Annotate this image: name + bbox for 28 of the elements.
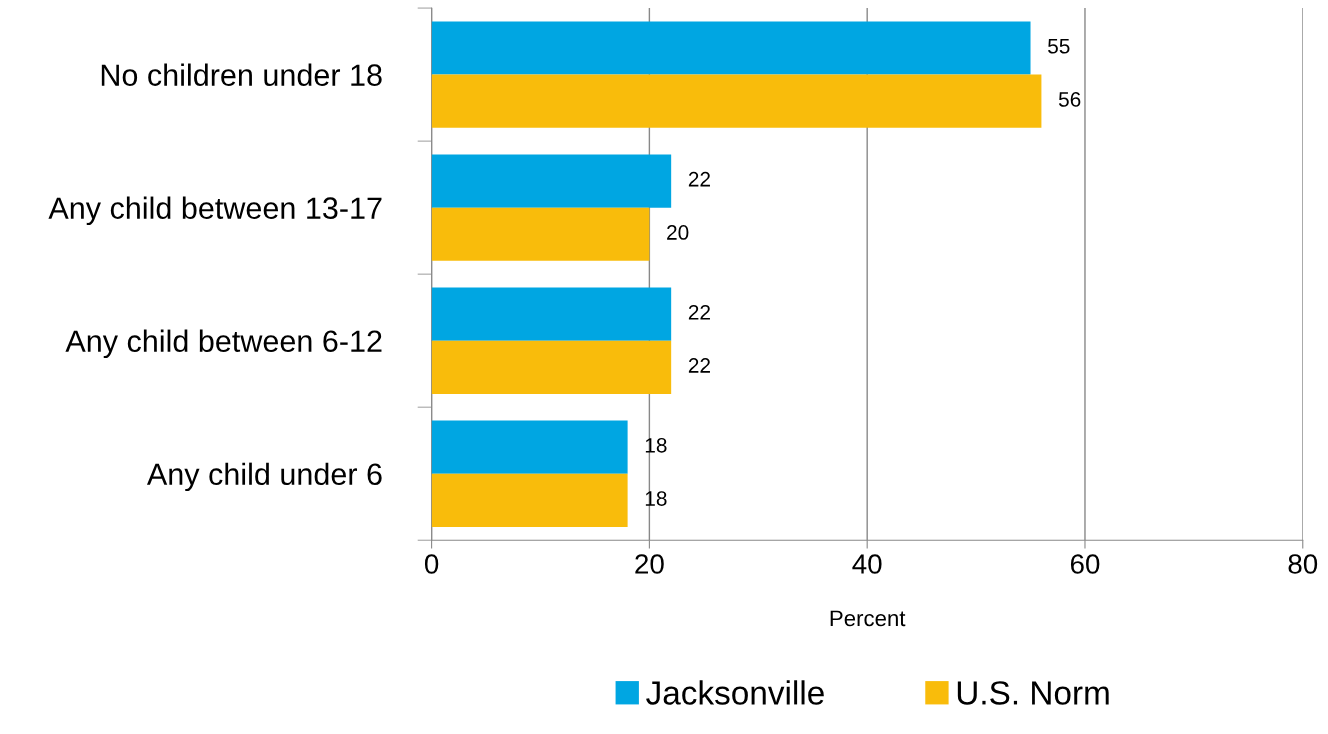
bar — [431, 340, 672, 394]
y-tick-label: Any child under 6 — [146, 462, 382, 492]
data-label: 22 — [688, 171, 710, 187]
bar — [431, 420, 628, 474]
bar — [431, 154, 672, 208]
data-label: 22 — [688, 358, 710, 373]
data-label: 18 — [645, 437, 667, 453]
y-tick-label: Any child between 13-17 — [48, 196, 382, 226]
x-tick-label: 0 — [424, 554, 439, 574]
data-label: 18 — [645, 491, 667, 506]
bar — [431, 74, 1042, 128]
legend-label: U.S. Norm — [957, 681, 1109, 705]
data-label: 56 — [1058, 92, 1081, 107]
legend-label: Jacksonville — [646, 680, 824, 705]
x-tick-label: 40 — [852, 554, 882, 574]
bar — [431, 207, 650, 261]
x-tick-label: 80 — [1288, 554, 1318, 574]
bar — [431, 21, 1031, 75]
y-tick-label: No children under 18 — [101, 63, 382, 86]
data-label: 20 — [667, 225, 689, 240]
x-tick-label: 60 — [1070, 554, 1100, 574]
bar — [431, 287, 672, 341]
data-label: 55 — [1048, 39, 1070, 54]
y-tick-label: Any child between 6-12 — [65, 329, 382, 359]
x-tick-label: 20 — [635, 554, 664, 574]
data-label: 22 — [688, 304, 710, 320]
x-axis-title: Percent — [830, 610, 906, 627]
bar — [431, 473, 628, 527]
